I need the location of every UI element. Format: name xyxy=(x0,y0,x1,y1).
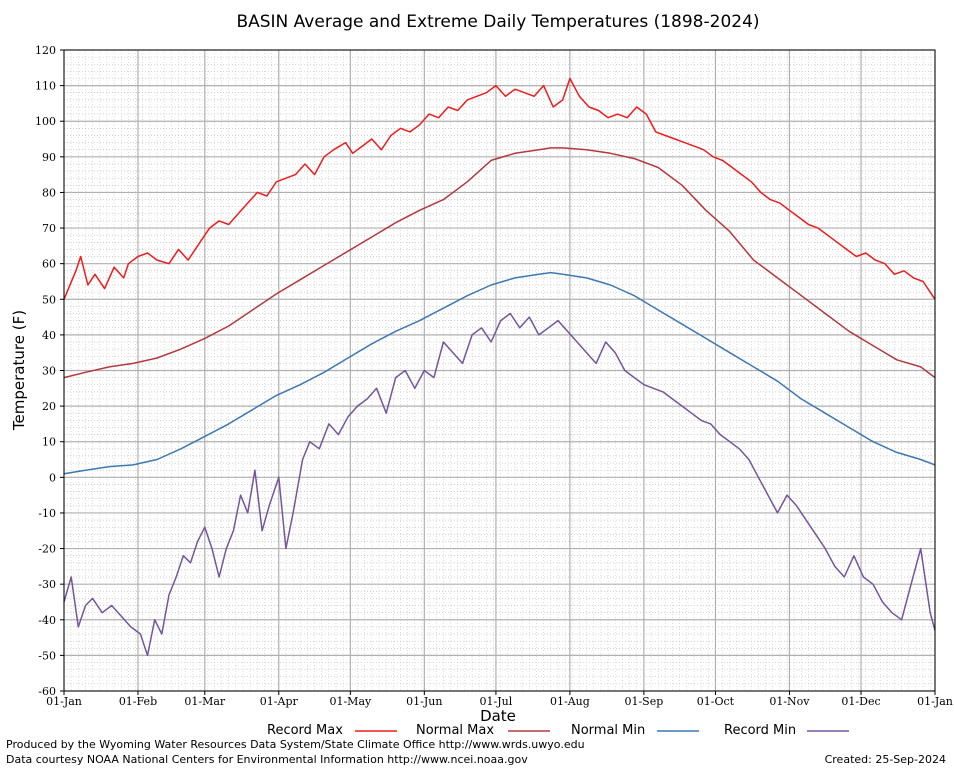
legend-label-record-max: Record Max xyxy=(267,723,343,738)
y-tick-label: 90 xyxy=(42,151,56,164)
y-tick-label: 70 xyxy=(42,222,56,235)
legend-label-normal-min: Normal Min xyxy=(571,723,645,738)
x-tick-label: 01-Sep xyxy=(624,695,663,708)
x-tick-label: 01-Feb xyxy=(119,695,157,708)
series-line-normal-max xyxy=(63,147,936,379)
x-tick-label: 01-Oct xyxy=(697,695,735,708)
y-tick-label: 30 xyxy=(42,365,56,378)
y-tick-label: 0 xyxy=(49,471,56,484)
footer-produced-by: Produced by the Wyoming Water Resources … xyxy=(6,738,585,751)
y-axis-title: Temperature (F) xyxy=(10,310,28,431)
y-tick-label: 50 xyxy=(42,293,56,306)
y-tick-label: 100 xyxy=(35,115,56,128)
x-tick-label: 01-Dec xyxy=(841,695,880,708)
y-tick-label: 60 xyxy=(42,258,56,271)
x-tick-label: 01-Aug xyxy=(550,695,590,708)
x-tick-label: 01-May xyxy=(329,695,372,708)
y-axis-ticks: -60 -50 -40 -30 -20 -10 0 10 20 30 40 50 60 70 80 90 100… xyxy=(35,44,64,698)
y-tick-label: -50 xyxy=(38,649,56,662)
y-tick-label: -10 xyxy=(38,507,56,520)
x-tick-label: 01-Apr xyxy=(260,695,299,708)
x-tick-label: 01-Mar xyxy=(184,695,226,708)
y-tick-label: -60 xyxy=(38,685,56,698)
series-line-record-min xyxy=(63,312,936,657)
y-tick-label: 10 xyxy=(42,436,56,449)
legend: Record Max Normal Max Normal Min Record … xyxy=(267,723,849,738)
x-tick-label: 01-Jun xyxy=(406,695,442,708)
footer-created: Created: 25-Sep-2024 xyxy=(825,753,946,766)
chart-title: BASIN Average and Extreme Daily Temperat… xyxy=(236,12,759,32)
y-tick-label: -40 xyxy=(38,614,56,627)
legend-label-record-min: Record Min xyxy=(724,723,796,738)
y-tick-label: 120 xyxy=(35,44,56,57)
y-tick-label: 40 xyxy=(42,329,56,342)
x-tick-label: 01-Jan xyxy=(46,695,82,708)
x-tick-label: 01-Nov xyxy=(769,695,810,708)
x-axis-title: Date xyxy=(480,707,516,725)
series-layer xyxy=(63,77,936,657)
y-tick-label: 80 xyxy=(42,186,56,199)
x-axis-ticks: 01-Jan 01-Feb 01-Mar 01-Apr 01-May 01-Jun 01-J… xyxy=(46,691,953,708)
x-tick-label: 01-Jul xyxy=(480,695,513,708)
series-line-normal-min xyxy=(63,271,936,475)
y-tick-label: -30 xyxy=(38,578,56,591)
y-tick-label: 110 xyxy=(35,80,56,93)
y-tick-label: 20 xyxy=(42,400,56,413)
series-line-record-max xyxy=(63,77,936,300)
y-tick-label: -20 xyxy=(38,543,56,556)
footer-data-courtesy: Data courtesy NOAA National Centers for … xyxy=(6,753,528,766)
x-tick-label: 01-Jan xyxy=(917,695,953,708)
legend-label-normal-max: Normal Max xyxy=(416,723,494,738)
